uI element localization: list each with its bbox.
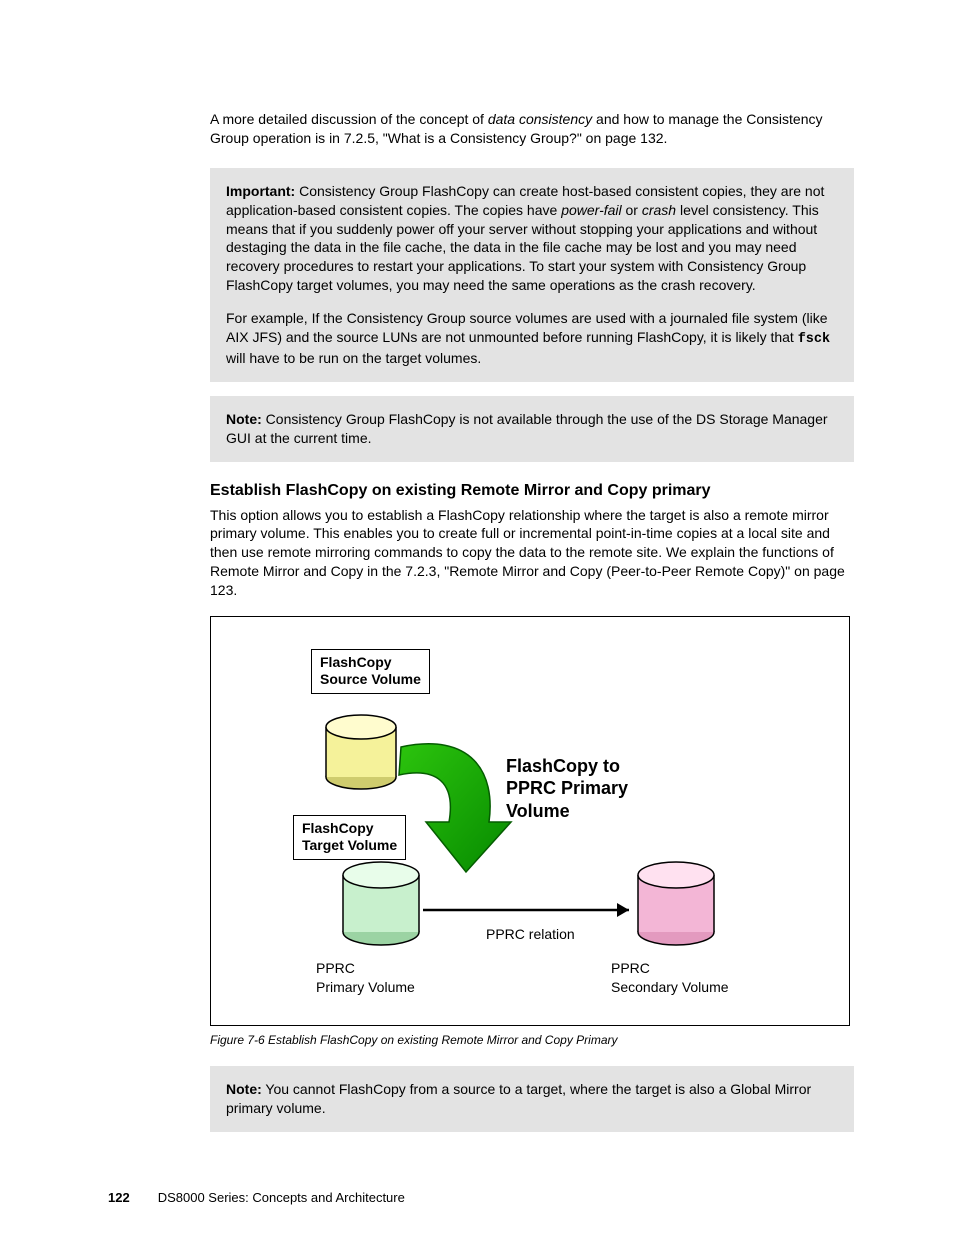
flashcopy-big-label: FlashCopy to PPRC Primary Volume bbox=[506, 755, 628, 823]
note1-text: Consistency Group FlashCopy is not avail… bbox=[226, 411, 828, 446]
pprc-primary-label: PPRC Primary Volume bbox=[316, 959, 415, 997]
note2-text: You cannot FlashCopy from a source to a … bbox=[226, 1081, 811, 1116]
pprc-relation-label: PPRC relation bbox=[486, 925, 575, 944]
note2-p: Note: You cannot FlashCopy from a source… bbox=[226, 1080, 838, 1118]
label-target-l2: Target Volume bbox=[302, 837, 397, 855]
important-box: Important: Consistency Group FlashCopy c… bbox=[210, 168, 854, 382]
flashcopy-arrow-icon bbox=[399, 744, 511, 872]
pprc-secondary-label: PPRC Secondary Volume bbox=[611, 959, 729, 997]
section-heading: Establish FlashCopy on existing Remote M… bbox=[210, 480, 854, 502]
biglabel-l1: FlashCopy to bbox=[506, 755, 628, 778]
important-p1: Important: Consistency Group FlashCopy c… bbox=[226, 182, 838, 295]
cylinder-target bbox=[343, 862, 419, 945]
cylinder-source bbox=[326, 715, 396, 789]
pprc-secondary-l1: PPRC bbox=[611, 959, 729, 978]
figure-caption: Figure 7-6 Establish FlashCopy on existi… bbox=[210, 1032, 854, 1048]
important-p2b: will have to be run on the target volume… bbox=[226, 350, 481, 366]
important-lead: Important: bbox=[226, 183, 295, 199]
note1-p: Note: Consistency Group FlashCopy is not… bbox=[226, 410, 838, 448]
label-target-box: FlashCopy Target Volume bbox=[293, 815, 406, 860]
note-box-2: Note: You cannot FlashCopy from a source… bbox=[210, 1066, 854, 1132]
pprc-primary-l2: Primary Volume bbox=[316, 978, 415, 997]
biglabel-l2: PPRC Primary bbox=[506, 777, 628, 800]
label-source-box: FlashCopy Source Volume bbox=[311, 649, 430, 694]
intro-pre: A more detailed discussion of the concep… bbox=[210, 111, 488, 127]
page-number: 122 bbox=[108, 1190, 130, 1205]
label-target-l1: FlashCopy bbox=[302, 820, 397, 838]
important-em2: crash bbox=[642, 202, 676, 218]
label-source-l1: FlashCopy bbox=[320, 654, 421, 672]
section-body: This option allows you to establish a Fl… bbox=[210, 506, 854, 600]
biglabel-l3: Volume bbox=[506, 800, 628, 823]
page-footer: 122 DS8000 Series: Concepts and Architect… bbox=[108, 1189, 405, 1207]
important-code: fsck bbox=[798, 332, 830, 347]
note1-lead: Note: bbox=[226, 411, 262, 427]
note-box-1: Note: Consistency Group FlashCopy is not… bbox=[210, 396, 854, 462]
pprc-arrow-icon bbox=[423, 903, 629, 917]
intro-em: data consistency bbox=[488, 111, 592, 127]
important-mid: or bbox=[622, 202, 642, 218]
footer-title: DS8000 Series: Concepts and Architecture bbox=[158, 1190, 405, 1205]
important-p2a: For example, If the Consistency Group so… bbox=[226, 310, 828, 345]
figure-7-6: FlashCopy Source Volume FlashCopy Target… bbox=[210, 616, 850, 1026]
cylinder-secondary bbox=[638, 862, 714, 945]
important-p2: For example, If the Consistency Group so… bbox=[226, 309, 838, 368]
note2-lead: Note: bbox=[226, 1081, 262, 1097]
important-em1: power-fail bbox=[561, 202, 621, 218]
label-source-l2: Source Volume bbox=[320, 671, 421, 689]
intro-paragraph: A more detailed discussion of the concep… bbox=[210, 110, 854, 148]
pprc-secondary-l2: Secondary Volume bbox=[611, 978, 729, 997]
pprc-primary-l1: PPRC bbox=[316, 959, 415, 978]
